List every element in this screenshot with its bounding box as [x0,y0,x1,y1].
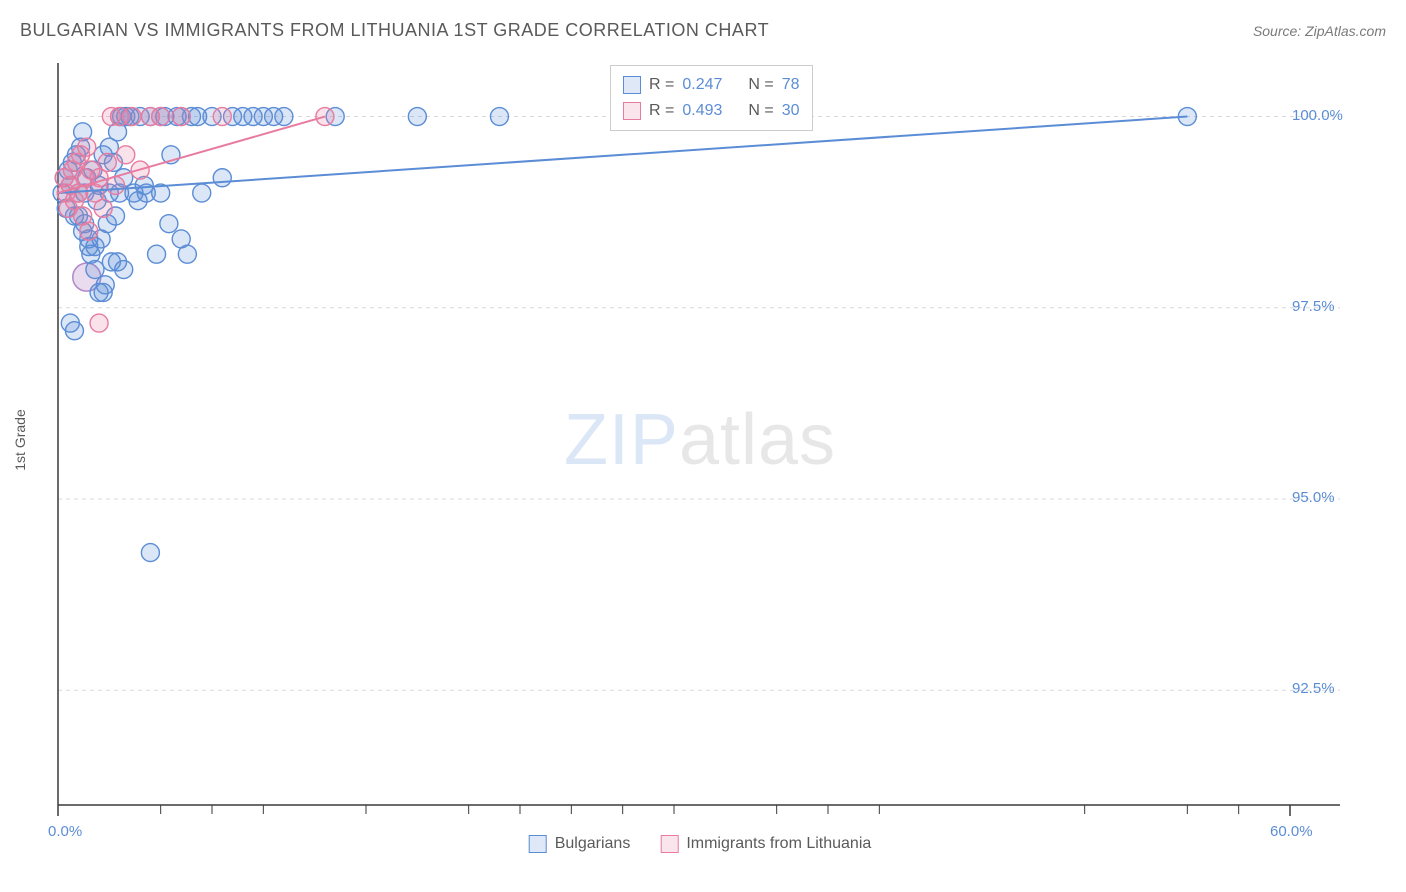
chart-header: BULGARIAN VS IMMIGRANTS FROM LITHUANIA 1… [0,0,1406,51]
legend-item-lithuania: Immigrants from Lithuania [660,835,871,853]
chart-container: 1st Grade ZIPatlas R =0.247N =78R =0.493… [50,55,1350,825]
n-label: N = [748,76,773,94]
x-tick-label: 0.0% [48,823,82,840]
y-tick-label: 92.5% [1292,680,1335,697]
r-value: 0.493 [682,102,722,120]
legend-swatch-icon [529,835,547,853]
y-tick-label: 100.0% [1292,107,1343,124]
n-value: 78 [782,76,800,94]
y-tick-label: 95.0% [1292,489,1335,506]
legend-item-bulgarians: Bulgarians [529,835,631,853]
series-legend: Bulgarians Immigrants from Lithuania [529,835,872,853]
scatter-plot [50,55,1350,825]
n-value: 30 [782,102,800,120]
legend-swatch-icon [623,76,641,94]
x-tick-label: 60.0% [1270,823,1313,840]
legend-swatch-icon [660,835,678,853]
legend-label: Bulgarians [555,835,631,853]
stats-legend: R = 0.247 N = 78 R = 0.493 N = 30 [610,65,813,131]
n-label: N = [748,102,773,120]
y-axis-label: 1st Grade [12,409,28,470]
legend-label: Immigrants from Lithuania [686,835,871,853]
r-label: R = [649,102,674,120]
stats-legend-row: R = 0.493 N = 30 [623,98,800,124]
r-label: R = [649,76,674,94]
legend-swatch-icon [623,102,641,120]
r-value: 0.247 [682,76,722,94]
y-tick-label: 97.5% [1292,298,1335,315]
chart-source: Source: ZipAtlas.com [1253,23,1386,39]
stats-legend-row: R = 0.247 N = 78 [623,72,800,98]
chart-title: BULGARIAN VS IMMIGRANTS FROM LITHUANIA 1… [20,20,769,41]
